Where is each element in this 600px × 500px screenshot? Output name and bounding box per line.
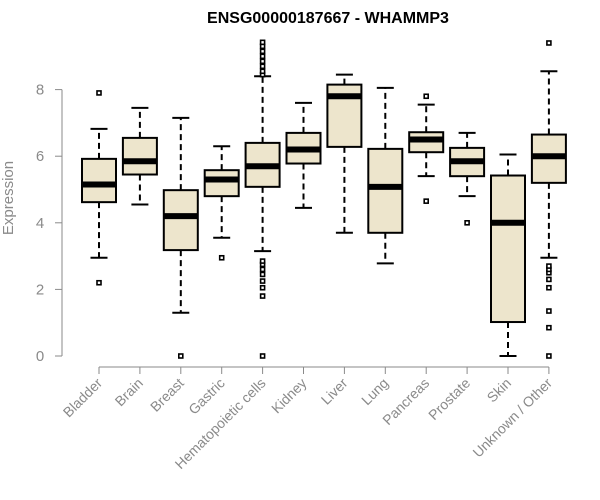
box-skin xyxy=(490,153,526,357)
outlier-point xyxy=(96,90,102,96)
outlier-point xyxy=(546,40,552,46)
outlier-point xyxy=(259,258,266,264)
box-lung xyxy=(367,86,404,265)
iqr-box xyxy=(367,147,404,234)
box-prostate xyxy=(449,131,486,226)
outlier-point xyxy=(423,93,430,100)
x-tick-label: Liver xyxy=(318,375,351,408)
y-tick-label: 4 xyxy=(36,215,44,232)
iqr-box xyxy=(490,174,526,324)
iqr-box xyxy=(203,169,240,198)
outlier-point xyxy=(218,254,225,261)
box-kidney xyxy=(285,101,322,209)
x-tick-label: Lung xyxy=(358,375,391,408)
y-tick-label: 6 xyxy=(36,148,44,165)
outlier-point xyxy=(546,284,552,291)
box-hematopoietic-cells xyxy=(244,39,281,359)
outlier-point xyxy=(259,48,266,55)
x-tick-label: Skin xyxy=(484,375,515,406)
outlier-point xyxy=(546,263,552,269)
y-tick-label: 8 xyxy=(36,82,44,99)
outlier-point xyxy=(259,271,266,278)
outlier-point xyxy=(259,353,266,359)
y-tick-label: 0 xyxy=(36,348,44,365)
outlier-point xyxy=(546,353,552,359)
x-tick-label: Prostate xyxy=(425,375,473,423)
box-pancreas xyxy=(408,93,445,204)
box-gastric xyxy=(203,145,240,261)
x-tick-label: Breast xyxy=(147,375,187,415)
outlier-point xyxy=(178,353,184,359)
outlier-point xyxy=(546,324,552,331)
box-brain xyxy=(121,106,158,206)
outlier-point xyxy=(259,68,266,75)
box-bladder xyxy=(81,90,117,286)
iqr-box xyxy=(81,157,117,204)
outlier-point xyxy=(259,53,266,60)
outlier-point xyxy=(259,39,266,46)
outlier-point xyxy=(259,284,266,291)
box-liver xyxy=(326,73,363,234)
outlier-point xyxy=(96,279,102,286)
x-tick-label: Bladder xyxy=(60,375,106,421)
y-axis-label: Expression xyxy=(0,161,17,235)
outlier-point xyxy=(259,58,266,65)
x-tick-label: Kidney xyxy=(268,375,310,417)
box-unknown-other xyxy=(530,40,567,359)
y-tick-label: 2 xyxy=(36,281,44,298)
chart-title: ENSG00000187667 - WHAMMP3 xyxy=(207,10,449,27)
y-axis: 0 2 4 6 8 xyxy=(36,82,63,365)
outlier-point xyxy=(259,63,266,70)
outlier-point xyxy=(259,278,266,284)
boxes-group xyxy=(81,39,567,359)
box-breast xyxy=(162,116,199,359)
outlier-point xyxy=(546,308,552,314)
iqr-box xyxy=(121,136,158,176)
outlier-point xyxy=(259,293,266,299)
outlier-point xyxy=(259,266,266,273)
iqr-box xyxy=(162,189,199,252)
x-tick-label: Brain xyxy=(112,375,146,409)
outlier-point xyxy=(464,220,470,226)
outlier-point xyxy=(546,276,552,283)
outlier-point xyxy=(423,198,430,204)
